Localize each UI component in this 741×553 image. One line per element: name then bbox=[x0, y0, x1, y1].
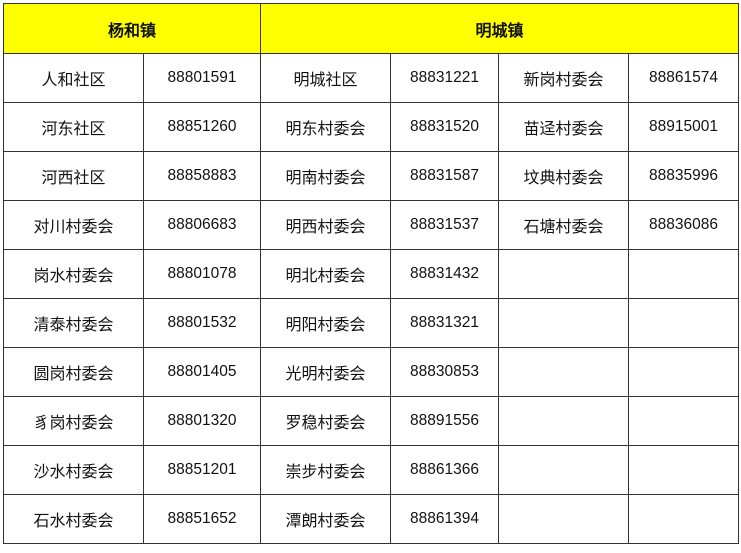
village-name-cell: 石水村委会 bbox=[3, 494, 144, 544]
village-name-cell bbox=[498, 249, 630, 299]
town-header-mingcheng: 明城镇 bbox=[260, 3, 740, 54]
village-name-cell: 苗迳村委会 bbox=[498, 102, 630, 152]
phone-number-cell: 88891556 bbox=[390, 396, 500, 446]
phone-number-cell: 88835996 bbox=[628, 151, 740, 201]
village-name-cell: 明城社区 bbox=[260, 53, 392, 103]
phone-number-cell bbox=[628, 347, 740, 397]
village-name-cell: 对川村委会 bbox=[3, 200, 144, 250]
phone-number-cell bbox=[628, 249, 740, 299]
village-name-cell bbox=[498, 396, 630, 446]
table-row: 清泰村委会 88801532 明阳村委会 88831321 bbox=[3, 298, 740, 348]
village-name-cell: 河东社区 bbox=[3, 102, 144, 152]
phone-number-cell: 88831321 bbox=[390, 298, 500, 348]
village-name-cell: 坟典村委会 bbox=[498, 151, 630, 201]
village-name-cell bbox=[498, 298, 630, 348]
phone-number-cell: 88915001 bbox=[628, 102, 740, 152]
phone-number-cell: 88801591 bbox=[142, 53, 262, 103]
phone-number-cell: 88801532 bbox=[142, 298, 262, 348]
table-row: 沙水村委会 88851201 崇步村委会 88861366 bbox=[3, 445, 740, 495]
village-name-cell: 明北村委会 bbox=[260, 249, 392, 299]
village-name-cell: 沙水村委会 bbox=[3, 445, 144, 495]
phone-number-cell: 88861394 bbox=[390, 494, 500, 544]
village-name-cell: 人和社区 bbox=[3, 53, 144, 103]
phone-number-cell: 88801405 bbox=[142, 347, 262, 397]
phone-number-cell: 88851652 bbox=[142, 494, 262, 544]
phone-number-cell: 88851260 bbox=[142, 102, 262, 152]
phone-directory-table: 杨和镇 明城镇 人和社区 88801591 明城社区 88831221 新岗村委会 888… bbox=[2, 3, 740, 544]
village-name-cell: 明西村委会 bbox=[260, 200, 392, 250]
village-name-cell: 明南村委会 bbox=[260, 151, 392, 201]
table-row: 岗水村委会 88801078 明北村委会 88831432 bbox=[3, 249, 740, 299]
phone-number-cell: 88830853 bbox=[390, 347, 500, 397]
phone-number-cell bbox=[628, 298, 740, 348]
phone-number-cell: 88831221 bbox=[390, 53, 500, 103]
village-name-cell bbox=[498, 347, 630, 397]
village-name-cell: 石塘村委会 bbox=[498, 200, 630, 250]
village-name-cell: 豸岗村委会 bbox=[3, 396, 144, 446]
table-row: 豸岗村委会 88801320 罗稳村委会 88891556 bbox=[3, 396, 740, 446]
village-name-cell: 光明村委会 bbox=[260, 347, 392, 397]
header-row: 杨和镇 明城镇 bbox=[2, 3, 740, 54]
village-name-cell: 潭朗村委会 bbox=[260, 494, 392, 544]
village-name-cell: 圆岗村委会 bbox=[3, 347, 144, 397]
phone-number-cell: 88806683 bbox=[142, 200, 262, 250]
phone-number-cell: 88836086 bbox=[628, 200, 740, 250]
phone-number-cell bbox=[628, 445, 740, 495]
table-row: 河西社区 88858883 明南村委会 88831587 坟典村委会 88835996 bbox=[3, 151, 740, 201]
village-name-cell: 河西社区 bbox=[3, 151, 144, 201]
phone-number-cell bbox=[628, 396, 740, 446]
phone-number-cell: 88831432 bbox=[390, 249, 500, 299]
village-name-cell: 新岗村委会 bbox=[498, 53, 630, 103]
phone-number-cell: 88831537 bbox=[390, 200, 500, 250]
phone-number-cell: 88861574 bbox=[628, 53, 740, 103]
village-name-cell: 崇步村委会 bbox=[260, 445, 392, 495]
village-name-cell: 清泰村委会 bbox=[3, 298, 144, 348]
village-name-cell bbox=[498, 445, 630, 495]
phone-number-cell: 88831520 bbox=[390, 102, 500, 152]
phone-number-cell: 88801320 bbox=[142, 396, 262, 446]
table-row: 人和社区 88801591 明城社区 88831221 新岗村委会 88861574 bbox=[3, 53, 740, 103]
village-name-cell: 明阳村委会 bbox=[260, 298, 392, 348]
table-row: 对川村委会 88806683 明西村委会 88831537 石塘村委会 88836086 bbox=[3, 200, 740, 250]
table-row: 河东社区 88851260 明东村委会 88831520 苗迳村委会 88915001 bbox=[3, 102, 740, 152]
phone-number-cell: 88831587 bbox=[390, 151, 500, 201]
village-name-cell bbox=[498, 494, 630, 544]
village-name-cell: 明东村委会 bbox=[260, 102, 392, 152]
phone-number-cell bbox=[628, 494, 740, 544]
phone-number-cell: 88861366 bbox=[390, 445, 500, 495]
village-name-cell: 岗水村委会 bbox=[3, 249, 144, 299]
table-row: 圆岗村委会 88801405 光明村委会 88830853 bbox=[3, 347, 740, 397]
phone-number-cell: 88851201 bbox=[142, 445, 262, 495]
table-row: 石水村委会 88851652 潭朗村委会 88861394 bbox=[3, 494, 740, 544]
village-name-cell: 罗稳村委会 bbox=[260, 396, 392, 446]
phone-number-cell: 88858883 bbox=[142, 151, 262, 201]
phone-number-cell: 88801078 bbox=[142, 249, 262, 299]
town-header-yanghe: 杨和镇 bbox=[2, 3, 262, 54]
